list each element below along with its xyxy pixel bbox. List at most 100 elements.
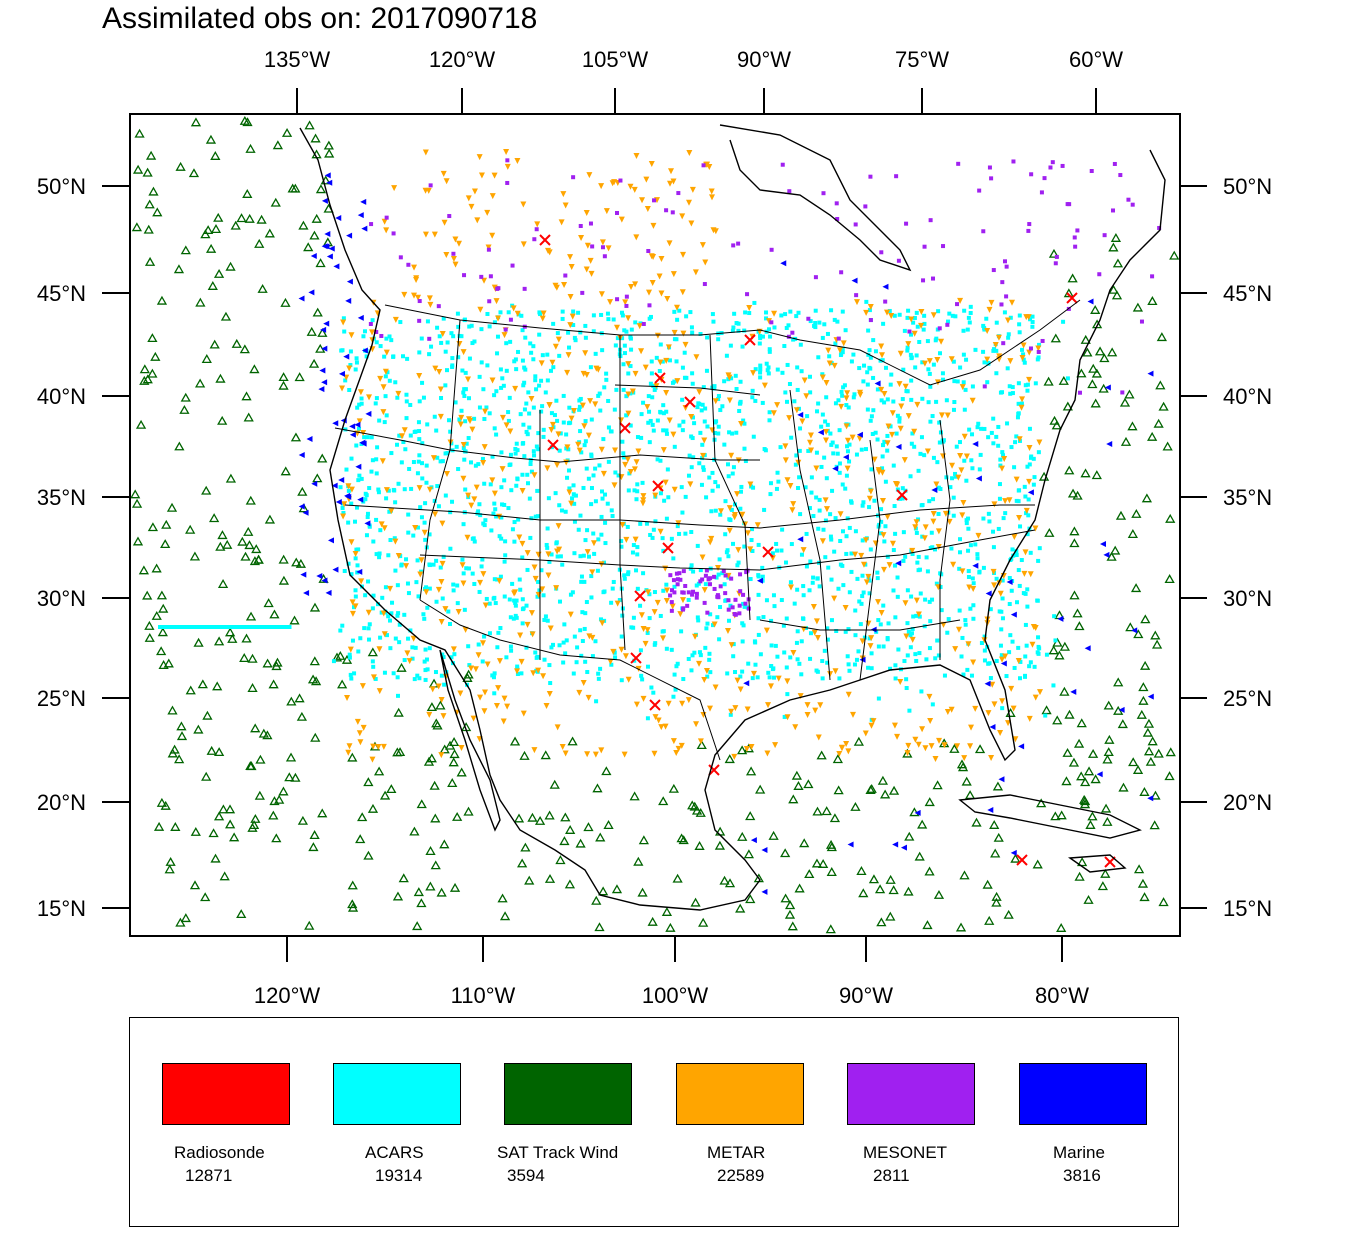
sat-wind-marker (956, 759, 968, 769)
metar-marker (696, 660, 703, 667)
metar-marker (496, 658, 503, 665)
legend: Radiosonde 12871 ACARS 19314 SAT Track W… (129, 1017, 1179, 1227)
acars-marker (420, 476, 425, 481)
metar-marker (656, 273, 663, 280)
sat-wind-marker (745, 811, 756, 821)
acars-marker (808, 319, 813, 324)
acars-marker (819, 424, 824, 429)
acars-marker (823, 555, 828, 560)
mesonet-marker (981, 229, 986, 234)
metar-marker (868, 722, 875, 729)
acars-marker (399, 563, 404, 568)
metar-marker (439, 330, 446, 337)
metar-marker (477, 306, 484, 313)
acars-marker (415, 471, 420, 476)
mesonet-marker (1036, 349, 1041, 354)
acars-marker (742, 421, 747, 426)
metar-marker (554, 548, 561, 555)
sat-wind-marker (167, 748, 178, 758)
metar-marker (963, 453, 970, 460)
acars-marker (733, 373, 738, 378)
sat-wind-marker (142, 374, 153, 384)
acars-marker (406, 591, 411, 596)
acars-marker (525, 481, 530, 486)
acars-marker (891, 399, 896, 404)
sat-wind-marker (431, 718, 442, 728)
sat-wind-marker (272, 140, 283, 150)
acars-marker (966, 526, 971, 531)
acars-marker (751, 485, 756, 490)
acars-marker (498, 626, 503, 631)
sat-wind-marker (274, 794, 285, 804)
metar-marker (516, 534, 523, 541)
sat-wind-marker (1056, 922, 1067, 932)
acars-marker (583, 439, 588, 444)
metar-marker (485, 244, 492, 251)
acars-marker (1016, 411, 1021, 416)
acars-marker (831, 451, 836, 456)
mesonet-marker (690, 592, 695, 597)
acars-marker (584, 466, 589, 471)
metar-marker (426, 711, 433, 718)
mesonet-marker (769, 320, 774, 325)
acars-marker (764, 310, 769, 315)
metar-marker (462, 626, 469, 633)
acars-marker (640, 677, 645, 682)
acars-marker (846, 405, 851, 410)
metar-marker (930, 511, 937, 518)
acars-marker (684, 314, 689, 319)
acars-marker (523, 367, 528, 372)
sat-wind-marker (197, 679, 208, 689)
metar-marker (619, 522, 626, 529)
metar-marker (564, 369, 571, 376)
metar-marker (431, 231, 438, 238)
acars-marker (1025, 587, 1030, 592)
acars-marker (908, 332, 913, 337)
acars-marker (382, 354, 387, 359)
acars-marker (999, 653, 1004, 658)
acars-marker (876, 644, 881, 649)
acars-marker (557, 503, 562, 508)
metar-marker (517, 632, 524, 639)
acars-marker (514, 483, 519, 488)
sat-wind-marker (296, 711, 308, 721)
acars-marker (508, 615, 513, 620)
metar-marker (813, 465, 820, 472)
metar-marker (1006, 497, 1013, 504)
acars-marker (748, 577, 753, 582)
acars-marker (473, 463, 478, 468)
metar-marker (496, 578, 503, 585)
mesonet-marker (488, 274, 493, 279)
metar-marker (819, 374, 826, 381)
acars-marker (603, 541, 608, 546)
acars-marker (417, 350, 422, 355)
metar-marker (663, 357, 670, 364)
sat-wind-marker (241, 391, 252, 401)
acars-marker (847, 668, 852, 673)
sat-wind-marker (210, 853, 221, 863)
acars-marker (767, 418, 772, 423)
sat-wind-marker (880, 789, 891, 799)
acars-marker (461, 446, 466, 451)
acars-marker (716, 337, 721, 342)
metar-marker (665, 700, 672, 707)
acars-marker (460, 557, 465, 562)
acars-marker (359, 476, 364, 481)
sat-wind-marker (201, 354, 212, 363)
acars-marker (697, 461, 702, 466)
mesonet-marker (652, 198, 657, 203)
sat-wind-marker (1119, 397, 1131, 407)
metar-marker (790, 650, 797, 657)
sat-wind-marker (163, 658, 174, 668)
sat-wind-marker (661, 907, 673, 916)
sat-wind-marker (818, 859, 829, 868)
metar-marker (948, 706, 955, 713)
metar-marker (761, 382, 768, 389)
metar-marker (800, 547, 807, 554)
acars-marker (897, 419, 902, 424)
metar-marker (948, 356, 955, 363)
acars-marker (880, 358, 885, 363)
acars-marker (728, 343, 733, 348)
acars-marker (817, 497, 822, 502)
acars-marker (758, 370, 763, 375)
